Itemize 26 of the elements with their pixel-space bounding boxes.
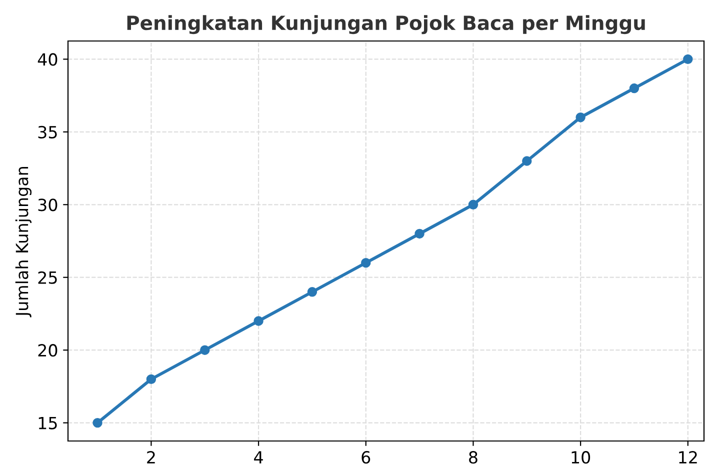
y-tick-label: 20 — [38, 344, 58, 357]
y-tick-label: 25 — [38, 271, 57, 284]
x-tick-label: 2 — [147, 451, 155, 464]
x-tick-label: 8 — [469, 451, 478, 464]
y-axis-title: Jumlah Kunjungan — [15, 167, 32, 318]
point — [576, 112, 586, 122]
point — [468, 200, 478, 210]
y-tick-label: 40 — [38, 53, 58, 66]
point — [92, 418, 102, 428]
x-tick-label: 4 — [254, 451, 263, 464]
point — [146, 374, 156, 384]
point — [307, 287, 318, 297]
chart-title: Peningkatan Kunjungan Pojok Baca per Minggu — [127, 15, 645, 34]
point — [683, 54, 693, 64]
x-tick-label: 12 — [679, 451, 697, 464]
point — [629, 83, 640, 94]
y-tick-label: 30 — [38, 198, 58, 212]
point — [361, 258, 371, 268]
y-tick-label: 35 — [38, 126, 57, 138]
point — [200, 345, 210, 355]
point — [522, 156, 532, 166]
point — [254, 316, 264, 326]
x-tick-label: 6 — [362, 451, 370, 464]
x-tick-label: 10 — [572, 451, 590, 464]
point — [414, 228, 424, 239]
y-tick-label: 15 — [38, 417, 57, 430]
